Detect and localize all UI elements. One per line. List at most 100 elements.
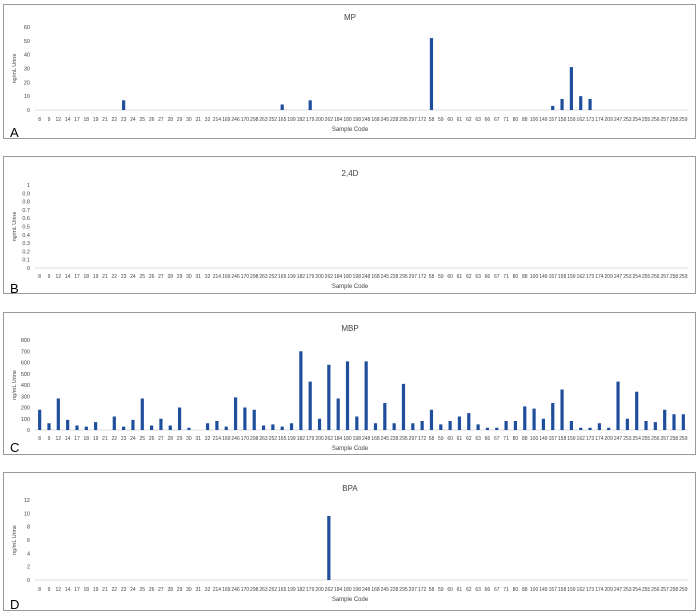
x-tick-label: 247 (614, 587, 623, 593)
x-tick-label: 30 (186, 274, 192, 280)
chart-panel-c: MBP 0 100 200 300 400 500 600 700 800 ng/mL Urine 8… (3, 312, 696, 455)
x-tick-label: 88 (522, 274, 528, 280)
x-tick-label: 159 (567, 274, 576, 280)
x-tick-label: 67 (494, 274, 500, 280)
x-axis-label-b: Sample Code (332, 284, 369, 290)
x-tick-label: 179 (306, 436, 315, 442)
bar-149 (541, 418, 546, 430)
x-tick-label: 172 (418, 117, 427, 123)
x-tick-label: 170 (241, 587, 250, 593)
x-tick-label: 14 (65, 436, 71, 442)
x-tick-label: 172 (418, 436, 427, 442)
x-tick-label: 21 (102, 436, 108, 442)
x-tick-label: 32 (205, 274, 211, 280)
x-tick-label: 298 (250, 587, 259, 593)
chart-title-a: MP (344, 13, 356, 22)
y-tick-label: 800 (21, 338, 30, 344)
x-tick-label: 30 (186, 587, 192, 593)
bar-162 (579, 96, 583, 110)
x-tick-label: 182 (297, 436, 306, 442)
x-tick-label: 25 (139, 117, 145, 123)
x-tick-label: 25 (139, 436, 145, 442)
x-tick-label: 169 (222, 117, 231, 123)
x-tick-label: 157 (549, 274, 558, 280)
bar-58 (429, 409, 434, 430)
bar-19 (94, 422, 98, 430)
x-tick-label: 168 (371, 436, 380, 442)
x-tick-label: 209 (605, 587, 614, 593)
x-tick-label: 29 (177, 274, 183, 280)
x-tick-label: 14 (65, 587, 71, 593)
x-tick-label: 214 (213, 587, 222, 593)
x-tick-label: 18 (84, 117, 90, 123)
x-tick-label: 88 (522, 436, 528, 442)
x-tick-label: 58 (429, 274, 435, 280)
x-tick-label: 199 (287, 274, 296, 280)
x-tick-label: 61 (457, 436, 463, 442)
bar-80 (513, 421, 518, 430)
x-tick-label: 245 (381, 274, 390, 280)
x-tick-label: 214 (213, 436, 222, 442)
x-tick-label: 257 (661, 274, 670, 280)
x-tick-label: 200 (315, 274, 324, 280)
bar-179 (308, 100, 312, 110)
x-tick-label: 254 (633, 587, 642, 593)
x-tick-label: 27 (158, 117, 164, 123)
x-tick-label: 169 (222, 436, 231, 442)
y-tick-label: 0 (27, 428, 30, 434)
y-axis-label-d: ng/mL Urine (12, 525, 18, 555)
x-tick-label: 19 (93, 587, 99, 593)
x-tick-label: 295 (399, 274, 408, 280)
x-tick-label: 60 (447, 436, 453, 442)
x-tick-label: 257 (661, 587, 670, 593)
x-tick-label: 12 (56, 436, 62, 442)
x-tick-label: 180 (343, 274, 352, 280)
x-tick-label: 21 (102, 274, 108, 280)
x-tick-label: 71 (503, 587, 509, 593)
y-tick-label: 6 (27, 538, 30, 544)
x-tick-label: 71 (503, 436, 509, 442)
x-tick-label: 31 (195, 587, 201, 593)
y-tick-label: 8 (27, 525, 30, 531)
x-tick-label: 200 (315, 436, 324, 442)
x-tick-label: 295 (399, 587, 408, 593)
x-tick-label: 28 (167, 587, 173, 593)
bar-25 (140, 398, 144, 430)
x-tick-label: 246 (231, 274, 240, 280)
x-tick-label: 182 (297, 274, 306, 280)
x-tick-label: 9 (48, 436, 51, 442)
x-tick-label: 28 (167, 117, 173, 123)
bar-29 (177, 407, 182, 430)
y-tick-label: 12 (24, 498, 30, 504)
x-tick-label: 23 (121, 587, 127, 593)
bar-157 (551, 403, 555, 430)
x-tick-label: 63 (475, 117, 481, 123)
bar-228 (392, 423, 396, 430)
x-tick-label: 17 (74, 274, 80, 280)
panel-label-a: A (10, 125, 19, 140)
x-tick-label: 32 (205, 587, 211, 593)
y-tick-label: 60 (24, 25, 30, 31)
x-tick-label: 23 (121, 274, 127, 280)
y-tick-label: 0.7 (22, 208, 30, 214)
x-tick-label: 159 (567, 436, 576, 442)
x-tick-label: 298 (250, 117, 259, 123)
panel-label-d: D (10, 597, 20, 612)
x-tick-label: 59 (438, 274, 444, 280)
x-tick-label: 258 (670, 274, 679, 280)
bar-298 (252, 409, 256, 430)
x-tick-label: 61 (457, 587, 463, 593)
x-tick-label: 198 (353, 117, 362, 123)
x-tick-label: 162 (577, 436, 586, 442)
x-tick-label: 252 (269, 117, 278, 123)
y-tick-label: 200 (21, 406, 30, 412)
x-tick-label: 17 (74, 587, 80, 593)
x-tick-label: 32 (205, 436, 211, 442)
x-tick-label: 24 (130, 117, 136, 123)
x-tick-label: 18 (84, 436, 90, 442)
x-tick-label: 22 (112, 117, 118, 123)
x-tick-label: 252 (269, 274, 278, 280)
x-tick-label: 19 (93, 274, 99, 280)
bar-58 (429, 38, 434, 110)
